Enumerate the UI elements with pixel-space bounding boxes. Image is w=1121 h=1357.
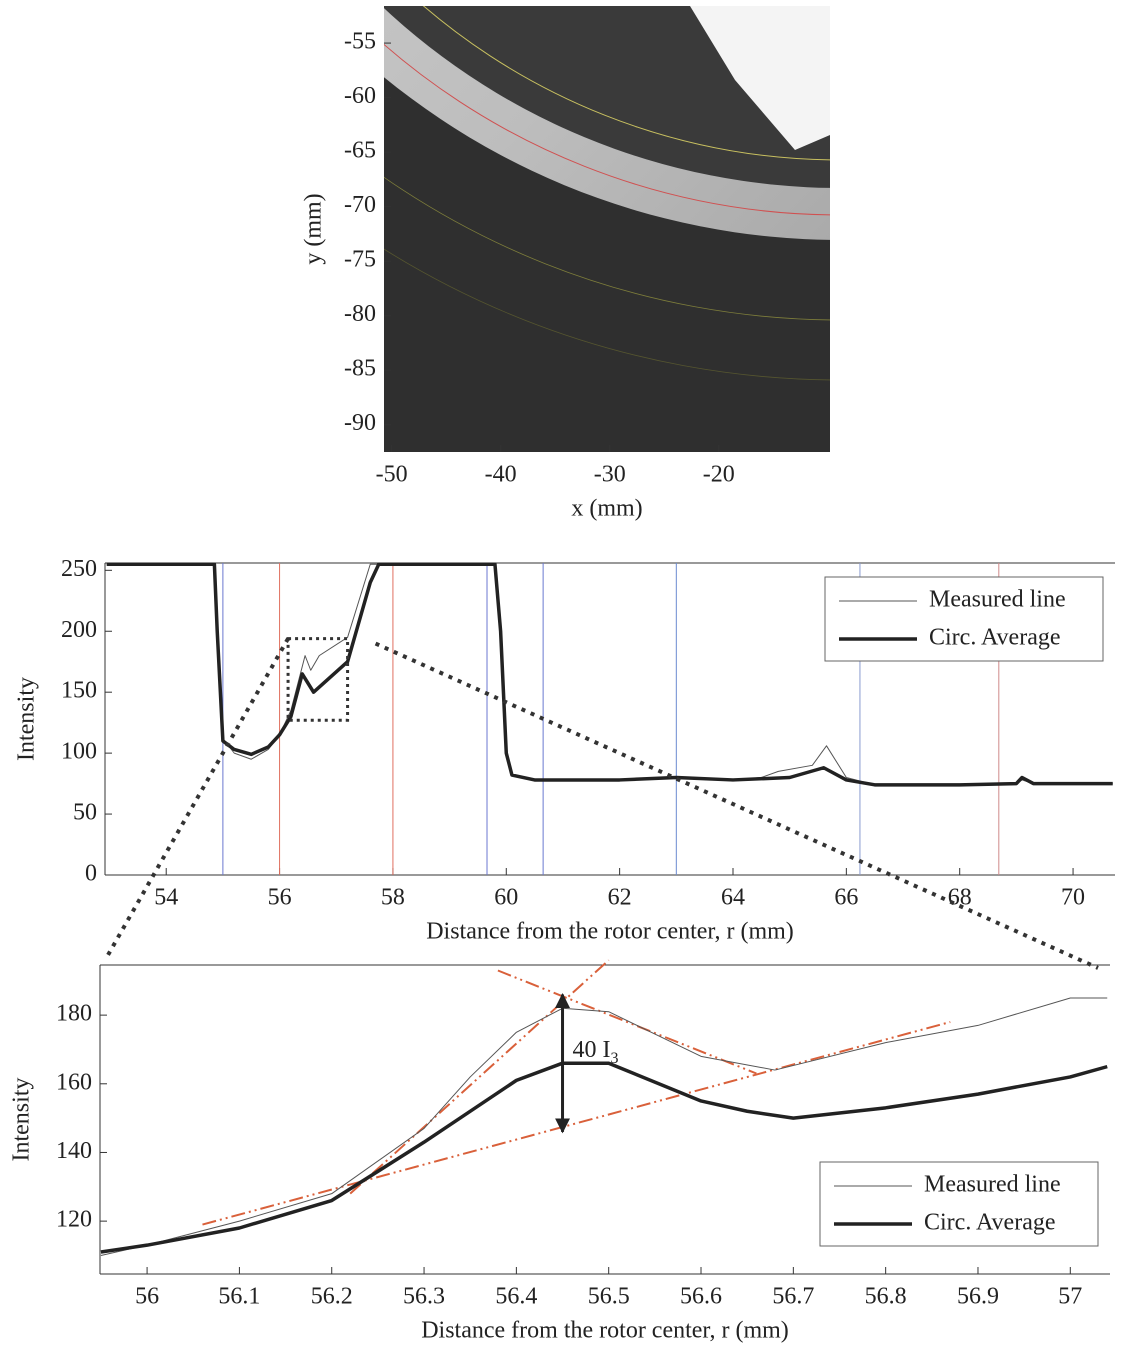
photo (384, 6, 830, 452)
plots: -50 -40 -30 -20 -55 -60 -65 -70 -75 -80 -85 -90 x (m… (9, 29, 1115, 1344)
y-tick-label: -55 (344, 29, 376, 55)
guide-line (202, 1021, 951, 1226)
series-line (100, 1061, 1108, 1254)
series-line (106, 562, 1113, 787)
y-tick-label: 120 (56, 1207, 92, 1233)
x-tick-label: 56.3 (403, 1284, 445, 1310)
legend-label: Circ. Average (929, 625, 1061, 651)
y-tick-label: -75 (344, 247, 376, 273)
x-tick-label: 56.2 (311, 1284, 353, 1310)
x-tick-label: 66 (834, 885, 858, 911)
x-tick-label: 56.8 (865, 1284, 907, 1310)
x-tick-label: 70 (1061, 885, 1085, 911)
y-axis-label: Intensity (14, 677, 40, 761)
y-axis-label: y (mm) (301, 193, 327, 264)
legend-box (819, 1161, 1099, 1247)
y-tick-label: 150 (61, 678, 97, 704)
annotation: 40 I3 (573, 1037, 619, 1067)
guide-line (497, 969, 757, 1075)
x-tick-label: 56 (135, 1284, 159, 1310)
x-tick-label: -20 (703, 462, 735, 488)
zoom-connector (106, 637, 290, 956)
y-axis-label: Intensity (9, 1078, 35, 1162)
y-tick-label: 140 (56, 1138, 92, 1164)
legend-label: Measured line (929, 587, 1066, 613)
x-tick-label: 56.5 (588, 1284, 630, 1310)
zoom-connector (374, 641, 1099, 970)
x-tick-label: -30 (594, 462, 626, 488)
annotation-text: 40 I (573, 1037, 611, 1063)
x-tick-label: 56.6 (680, 1284, 722, 1310)
annotation-subscript: 3 (611, 1050, 619, 1067)
y-tick-label: 250 (61, 556, 97, 582)
x-tick-label: -50 (376, 462, 408, 488)
y-tick-label: -70 (344, 192, 376, 218)
x-tick-label: -40 (485, 462, 517, 488)
y-tick-label: 160 (56, 1069, 92, 1095)
legend-label: Measured line (924, 1172, 1061, 1198)
x-tick-label: 64 (721, 885, 745, 911)
zoom-box (286, 637, 350, 722)
x-tick-label: 56 (268, 885, 292, 911)
legend-label: Circ. Average (924, 1210, 1056, 1236)
x-tick-label: 60 (494, 885, 518, 911)
x-tick-label: 56.1 (218, 1284, 260, 1310)
y-tick-label: -60 (344, 83, 376, 109)
x-tick-label: 57 (1058, 1284, 1082, 1310)
y-tick-label: -90 (344, 410, 376, 436)
x-tick-label: 56.4 (495, 1284, 537, 1310)
y-tick-label: 0 (85, 861, 97, 887)
y-tick-label: 50 (73, 800, 97, 826)
x-axis-label: x (mm) (571, 496, 642, 522)
x-tick-label: 54 (154, 885, 178, 911)
y-tick-label: -85 (344, 356, 376, 382)
guide-line (349, 959, 610, 1195)
legend-box (824, 576, 1104, 662)
x-axis-label: Distance from the rotor center, r (mm) (421, 1318, 789, 1344)
x-tick-label: 56.9 (957, 1284, 999, 1310)
x-tick-label: 62 (608, 885, 632, 911)
y-tick-label: 100 (61, 739, 97, 765)
x-tick-label: 56.7 (772, 1284, 814, 1310)
y-tick-label: 200 (61, 617, 97, 643)
y-tick-label: 180 (56, 1001, 92, 1027)
x-axis-label: Distance from the rotor center, r (mm) (426, 919, 794, 945)
x-tick-label: 58 (381, 885, 405, 911)
y-tick-label: -65 (344, 138, 376, 164)
y-tick-label: -80 (344, 301, 376, 327)
